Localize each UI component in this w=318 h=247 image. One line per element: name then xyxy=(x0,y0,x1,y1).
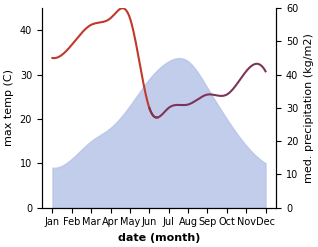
X-axis label: date (month): date (month) xyxy=(118,233,200,243)
Y-axis label: med. precipitation (kg/m2): med. precipitation (kg/m2) xyxy=(304,33,314,183)
Y-axis label: max temp (C): max temp (C) xyxy=(4,69,14,146)
